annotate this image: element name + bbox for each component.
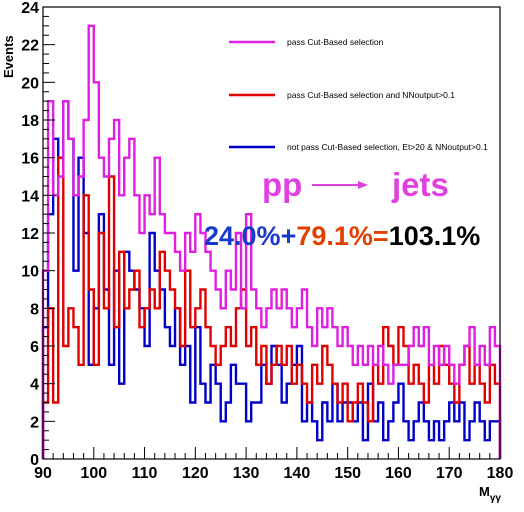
axis-ticks [42,6,501,460]
x-tick-label: 100 [80,465,107,482]
x-tick-label: 180 [487,465,514,482]
fraction-equals: = [373,221,389,251]
y-tick-label: 20 [21,75,39,92]
x-tick-label: 170 [436,465,463,482]
y-tick-label: 24 [21,0,39,17]
reaction-arrow-head [358,181,368,189]
legend-label-2: pass Cut-Based selection and NNoutput>0.… [287,90,455,100]
y-tick-label: 16 [21,151,39,168]
histogram-series-1 [41,24,502,459]
y-axis-title: Events [1,35,16,78]
y-tick-label: 18 [21,113,39,130]
y-tick-label: 8 [30,301,39,318]
legend-label-3: not pass Cut-Based selection, Et>20 & NN… [287,142,488,152]
x-axis-title: Mγγ [479,484,501,504]
y-tick-label: 2 [30,414,39,431]
reaction-pp-label: pp [262,166,302,203]
y-tick-label: 14 [21,188,39,205]
x-tick-label: 120 [182,465,209,482]
x-tick-label: 130 [233,465,260,482]
reaction-jets-label: jets [391,166,449,203]
reaction-annotation: pp jets [262,166,449,203]
y-tick-label: 0 [30,452,39,469]
y-tick-label: 6 [30,339,39,356]
fraction-b: 79.1% [296,221,373,251]
histogram-series-layer [41,24,502,459]
x-tick-label: 90 [34,465,52,482]
fraction-c: 103.1% [389,221,481,251]
x-tick-label: 110 [132,465,158,482]
x-axis-title-subscript: γγ [490,493,502,504]
legend-label-1: pass Cut-Based selection [287,37,384,47]
y-tick-label: 22 [21,38,39,55]
fraction-equation: 24.0%+79.1%=103.1% [204,221,480,251]
fraction-a: 24.0% [204,221,281,251]
x-tick-label: 160 [385,465,412,482]
x-axis-title-main: M [479,484,490,499]
y-tick-label: 12 [21,226,39,243]
y-tick-label: 10 [21,264,39,281]
legend: pass Cut-Based selection pass Cut-Based s… [229,37,488,152]
fraction-plus: + [281,221,297,251]
y-tick-label: 4 [30,377,39,394]
x-tick-label: 140 [284,465,311,482]
histogram-series-2 [41,156,502,459]
x-tick-label: 150 [334,465,361,482]
x-tick-labels: 90 100 110 120 130 140 150 160 170 180 [34,465,513,482]
